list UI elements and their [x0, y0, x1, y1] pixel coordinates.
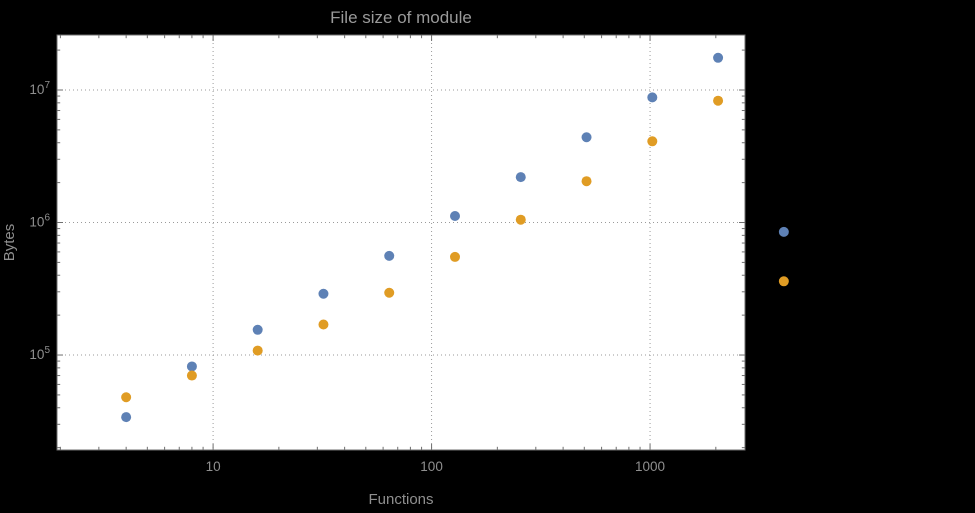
- data-point-blue: [581, 132, 592, 143]
- data-point-orange: [515, 214, 526, 225]
- x-tick-label: 10: [206, 459, 221, 474]
- data-point-blue: [713, 52, 724, 63]
- data-point-orange: [186, 370, 197, 381]
- data-point-blue: [384, 250, 395, 261]
- data-point-orange: [252, 345, 263, 356]
- data-point-blue: [778, 226, 789, 237]
- data-point-blue: [318, 288, 329, 299]
- data-point-blue: [252, 324, 263, 335]
- x-tick-label: 100: [420, 459, 443, 474]
- chart-title: File size of module: [330, 8, 472, 27]
- data-point-blue: [186, 361, 197, 372]
- x-tick-label: 1000: [635, 459, 665, 474]
- y-tick-label: 105: [29, 345, 50, 362]
- y-tick-label: 107: [29, 80, 50, 97]
- data-point-orange: [778, 276, 789, 287]
- data-point-blue: [121, 412, 132, 423]
- data-point-blue: [449, 210, 460, 221]
- data-point-orange: [384, 287, 395, 298]
- plot-area: [57, 35, 745, 450]
- data-point-blue: [515, 172, 526, 183]
- data-point-orange: [318, 319, 329, 330]
- y-axis-label: Bytes: [1, 224, 18, 262]
- data-point-orange: [581, 176, 592, 187]
- data-point-blue: [647, 92, 658, 103]
- plot-frame: [56, 34, 746, 451]
- x-axis-label: Functions: [368, 491, 433, 508]
- data-point-orange: [713, 95, 724, 106]
- y-tick-label: 106: [29, 213, 50, 230]
- data-point-orange: [449, 251, 460, 262]
- data-point-orange: [647, 136, 658, 147]
- data-point-orange: [121, 392, 132, 403]
